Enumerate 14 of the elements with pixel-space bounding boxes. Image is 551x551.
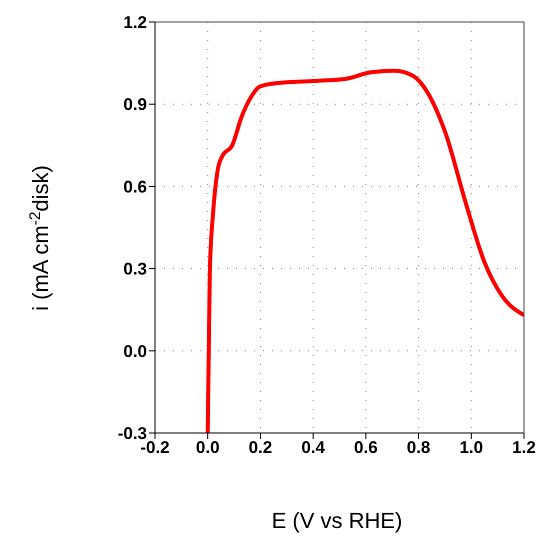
x-tick-label: 0.2 <box>248 438 272 458</box>
line-series <box>206 68 524 433</box>
x-tick-label: 1.0 <box>459 438 484 458</box>
y-tick-label: 0.6 <box>123 177 147 196</box>
x-tick-label: 0.0 <box>196 438 220 458</box>
y-tick-label: 0.3 <box>123 260 147 279</box>
y-tick-label: 0.0 <box>123 342 147 361</box>
x-tick-label: 0.4 <box>301 438 326 458</box>
x-tick-label: 1.2 <box>512 438 536 458</box>
x-axis-title: E (V vs RHE) <box>272 508 402 533</box>
y-tick-label: 1.2 <box>123 13 147 32</box>
y-tick-label: 0.9 <box>123 95 147 114</box>
x-tick-label: 0.8 <box>406 438 430 458</box>
x-tick-label: 0.6 <box>354 438 378 458</box>
